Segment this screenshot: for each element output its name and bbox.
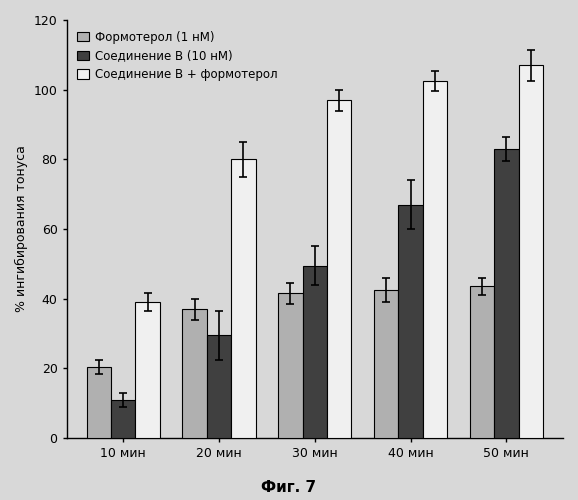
Legend: Формотерол (1 нМ), Соединение В (10 нМ), Соединение В + формотерол: Формотерол (1 нМ), Соединение В (10 нМ),… bbox=[72, 26, 282, 86]
Bar bbox=[518, 66, 543, 438]
Bar bbox=[111, 400, 135, 438]
Bar bbox=[302, 266, 327, 438]
Bar bbox=[231, 160, 255, 438]
Bar bbox=[87, 366, 111, 438]
Bar bbox=[423, 81, 447, 438]
Y-axis label: % ингибирования тонуса: % ингибирования тонуса bbox=[15, 146, 28, 312]
Bar bbox=[398, 204, 423, 438]
Bar bbox=[207, 335, 231, 438]
Bar bbox=[470, 286, 494, 438]
Bar bbox=[327, 100, 351, 438]
Bar bbox=[278, 294, 302, 438]
Text: Фиг. 7: Фиг. 7 bbox=[261, 480, 317, 495]
Bar bbox=[374, 290, 398, 438]
Bar bbox=[135, 302, 160, 438]
Bar bbox=[494, 149, 518, 438]
Bar bbox=[183, 309, 207, 438]
